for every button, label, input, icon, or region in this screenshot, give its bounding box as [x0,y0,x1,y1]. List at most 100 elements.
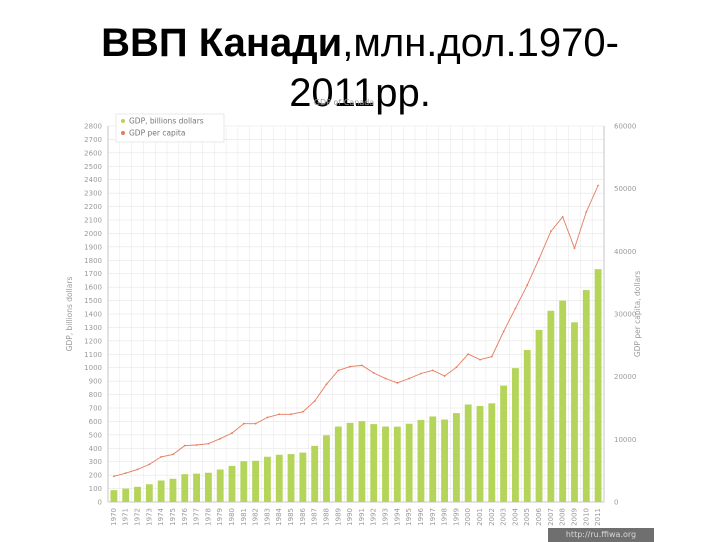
x-tick-label: 2004 [511,507,519,525]
y-tick-label: 2800 [84,123,102,131]
x-tick-label: 1998 [441,508,449,526]
x-tick-label: 1976 [181,507,189,525]
x-tick-label: 1972 [134,508,142,526]
bar-gdp [157,480,165,502]
point-gdp-per-capita [502,330,505,333]
x-tick-label: 1995 [405,508,413,526]
bar-gdp [476,405,484,502]
bar-gdp [441,419,448,502]
point-gdp-per-capita [479,358,481,361]
y-tick-label: 1400 [84,311,102,319]
x-tick-label: 1985 [287,508,295,526]
x-tick-label: 1992 [370,508,378,526]
x-tick-label: 1997 [429,508,437,526]
chart-legend: GDP, billions dollars GDP per capita [115,113,225,143]
y-tick-label: 1300 [84,324,102,332]
legend-swatch-bars [121,119,125,123]
point-gdp-per-capita [597,184,599,187]
y2-axis-title: GDP per capita, dollars [633,271,642,357]
point-gdp-per-capita [148,463,151,466]
point-gdp-per-capita [278,413,281,416]
x-tick-label: 1975 [169,508,177,526]
slide-title: ВВП Канади,млн.дол.1970- 2011рр. [0,18,720,118]
y-tick-label: 300 [89,458,102,466]
x-tick-label: 2011 [594,508,602,526]
bar-gdp [594,269,602,502]
bar-gdp [405,423,413,502]
x-tick-label: 1986 [299,507,307,525]
x-tick-label: 1999 [452,508,460,526]
x-tick-label: 1982 [252,508,260,526]
point-gdp-per-capita [455,366,458,369]
x-tick-label: 1989 [334,508,342,526]
bar-series [110,269,602,502]
x-tick-label: 2001 [476,508,484,526]
point-gdp-per-capita [526,284,529,287]
point-gdp-per-capita [301,410,304,413]
x-tick-label: 1980 [228,508,236,526]
bar-gdp [382,426,389,502]
point-gdp-per-capita [313,400,316,403]
x-tick-label: 2007 [547,508,555,526]
x-tick-label: 2006 [535,507,543,525]
y2-tick-label: 60000 [614,123,636,131]
line-series [113,184,599,478]
point-gdp-per-capita [231,432,233,434]
y-tick-label: 400 [89,445,102,453]
point-gdp-per-capita [207,442,210,445]
y-tick-label: 1700 [84,270,102,278]
point-gdp-per-capita [266,416,269,419]
bar-gdp [500,385,508,502]
y2-tick-label: 10000 [614,436,636,444]
bar-gdp [122,488,130,502]
bar-gdp [488,403,496,502]
y2-tick-label: 30000 [614,311,636,319]
point-gdp-per-capita [195,444,198,446]
bar-gdp [452,413,460,502]
point-gdp-per-capita [538,257,540,260]
slide-title-rest: ,млн.дол.1970- [342,21,619,65]
y-tick-label: 500 [89,431,102,439]
x-tick-label: 2010 [582,508,590,526]
y-tick-label: 1100 [84,351,102,359]
bar-gdp [228,465,236,502]
x-tick-label: 1973 [145,508,153,526]
point-gdp-per-capita [361,364,363,367]
point-gdp-per-capita [372,372,375,374]
point-gdp-per-capita [467,353,470,356]
x-tick-label: 1974 [157,507,165,525]
x-tick-label: 1994 [393,507,401,525]
line-gdp-per-capita [113,185,599,477]
y-tick-label: 2700 [84,136,102,144]
point-gdp-per-capita [325,383,328,386]
x-tick-label: 1988 [322,508,330,526]
bar-gdp [370,424,378,502]
bar-gdp [429,416,437,502]
y-axis-title: GDP, billions dollars [65,277,74,352]
x-tick-label: 1977 [193,508,201,526]
legend-box [115,113,225,143]
legend-swatch-line [121,131,125,135]
point-gdp-per-capita [585,210,588,213]
point-gdp-per-capita [431,369,434,372]
bar-gdp [571,322,578,502]
bar-gdp [181,474,189,502]
point-gdp-per-capita [242,422,245,425]
bar-gdp [523,349,531,502]
point-gdp-per-capita [337,369,340,372]
point-gdp-per-capita [443,375,446,377]
bar-gdp [264,456,271,502]
point-gdp-per-capita [420,372,422,375]
y-tick-label: 2300 [84,190,102,198]
source-badge: http://ru.ffiwa.org [548,528,654,542]
point-gdp-per-capita [349,365,351,368]
y-tick-label: 200 [89,472,102,480]
bar-gdp [240,461,248,502]
y-tick-label: 800 [89,391,102,399]
x-tick-label: 2008 [559,508,567,526]
x-tick-label: 1981 [240,508,248,526]
y-tick-label: 1800 [84,257,102,265]
bar-gdp [393,426,401,502]
bar-gdp [204,472,212,502]
bar-gdp [252,460,260,502]
